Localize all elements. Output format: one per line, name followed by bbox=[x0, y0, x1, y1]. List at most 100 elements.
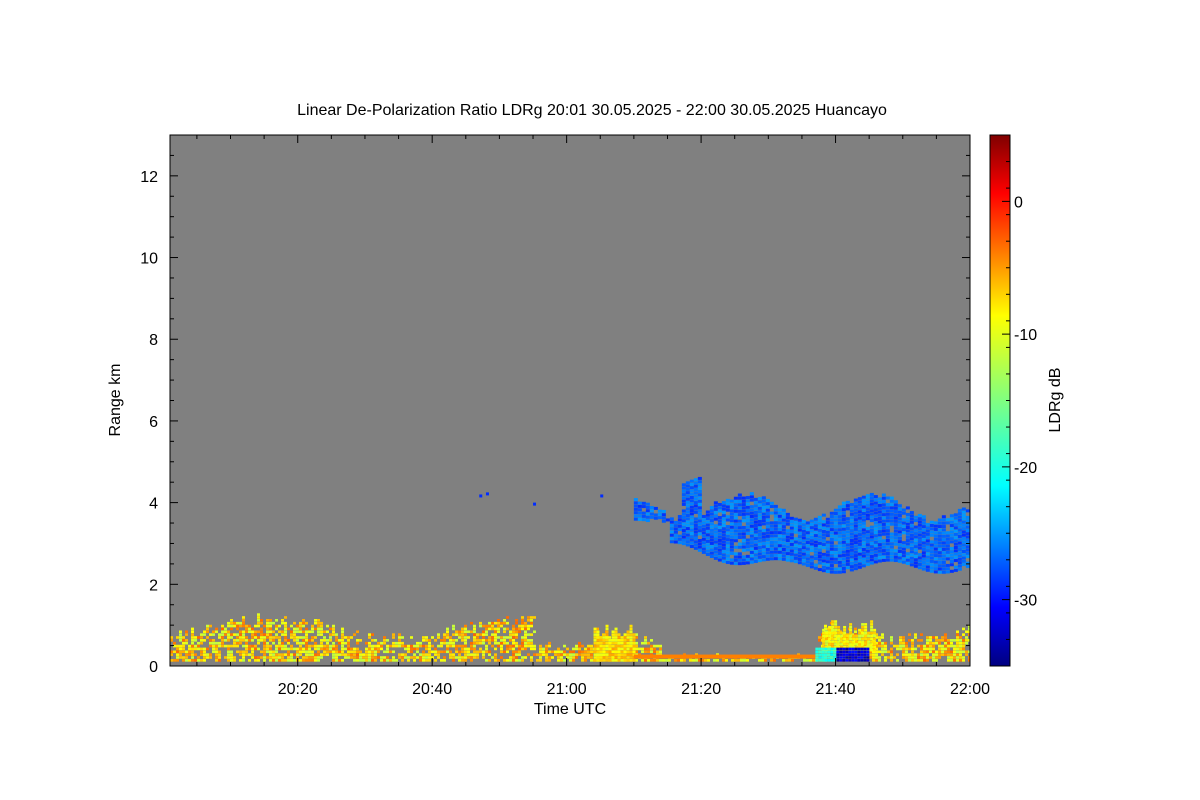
ldr-pixel bbox=[464, 659, 467, 662]
ldr-pixel bbox=[845, 520, 850, 524]
ldr-pixel bbox=[335, 650, 338, 654]
ldr-pixel bbox=[937, 564, 942, 568]
ldr-pixel bbox=[929, 540, 934, 544]
ldr-pixel bbox=[398, 656, 401, 659]
ldr-pixel bbox=[945, 550, 950, 554]
ldr-pixel bbox=[837, 531, 842, 535]
ldr-pixel bbox=[957, 551, 962, 555]
ldr-pixel bbox=[242, 653, 245, 656]
ldr-pixel bbox=[899, 647, 902, 651]
ldr-pixel bbox=[962, 659, 965, 662]
ldr-pixel bbox=[221, 639, 224, 642]
ldr-pixel bbox=[842, 656, 846, 659]
ldr-pixel bbox=[383, 656, 386, 659]
ldr-pixel bbox=[773, 537, 778, 541]
ldr-pixel bbox=[308, 653, 311, 656]
ldr-pixel bbox=[897, 540, 902, 544]
ldr-pixel bbox=[897, 533, 902, 537]
ldr-pixel bbox=[721, 546, 726, 550]
ldr-pixel bbox=[842, 650, 846, 654]
ldr-pixel bbox=[721, 530, 726, 534]
ldr-pixel bbox=[239, 630, 242, 634]
ldr-pixel bbox=[176, 653, 179, 656]
ldr-pixel bbox=[818, 650, 822, 654]
ldr-pixel bbox=[278, 624, 281, 628]
ldr-pixel bbox=[395, 644, 398, 648]
ldr-pixel bbox=[524, 641, 527, 645]
ldr-pixel bbox=[821, 559, 826, 563]
surface-line bbox=[633, 654, 823, 659]
ldr-pixel bbox=[749, 521, 754, 525]
ldr-pixel bbox=[685, 540, 690, 544]
ldr-pixel bbox=[278, 644, 281, 648]
ldr-pixel bbox=[669, 540, 674, 544]
ldr-pixel bbox=[873, 637, 877, 641]
ldr-pixel bbox=[761, 499, 766, 503]
ldr-pixel bbox=[632, 641, 636, 645]
ldr-pixel bbox=[500, 647, 503, 651]
ldr-pixel bbox=[185, 633, 188, 636]
ldr-pixel bbox=[824, 656, 828, 659]
ldr-pixel bbox=[446, 650, 449, 654]
ldr-pixel bbox=[875, 644, 878, 648]
ldr-pixel bbox=[889, 558, 894, 562]
ldr-pixel bbox=[227, 650, 230, 654]
ldr-pixel bbox=[626, 633, 630, 636]
ldr-pixel bbox=[681, 529, 686, 533]
ldr-pixel bbox=[941, 636, 944, 639]
ldr-pixel bbox=[809, 562, 814, 566]
ldr-pixel bbox=[709, 551, 714, 555]
ldr-pixel bbox=[491, 656, 494, 659]
ldr-pixel bbox=[500, 639, 503, 642]
ldr-pixel bbox=[506, 641, 509, 645]
ldr-pixel bbox=[849, 625, 853, 629]
ldr-pixel bbox=[965, 630, 968, 634]
ldr-pixel bbox=[347, 639, 350, 642]
ldr-pixel bbox=[317, 659, 320, 662]
x-tick-label: 20:20 bbox=[278, 681, 318, 698]
ldr-pixel bbox=[203, 659, 206, 662]
ldr-pixel bbox=[962, 650, 965, 654]
ldr-pixel bbox=[789, 549, 794, 553]
ldr-pixel bbox=[494, 647, 497, 651]
ldr-pixel bbox=[857, 659, 861, 662]
ldr-pixel bbox=[829, 544, 834, 548]
ldr-pixel bbox=[248, 624, 251, 628]
ldr-pixel bbox=[680, 659, 683, 662]
ldr-pixel bbox=[569, 650, 572, 654]
ldr-pixel bbox=[837, 524, 842, 528]
ldr-pixel bbox=[959, 641, 962, 645]
ldr-pixel bbox=[865, 504, 870, 508]
ldr-pixel bbox=[260, 621, 263, 625]
ldr-pixel bbox=[885, 496, 890, 500]
ldr-pixel bbox=[853, 527, 858, 531]
ldr-pixel bbox=[729, 499, 734, 503]
ldr-pixel bbox=[257, 624, 260, 628]
ldr-pixel bbox=[941, 547, 946, 551]
ldr-pixel bbox=[831, 643, 835, 646]
ldr-pixel bbox=[905, 542, 910, 546]
ldr-pixel bbox=[858, 645, 862, 649]
y-tick-label: 6 bbox=[149, 414, 158, 431]
ldr-pixel bbox=[464, 639, 467, 642]
ldr-pixel bbox=[896, 659, 899, 662]
ldr-pixel bbox=[697, 480, 702, 484]
ldr-pixel bbox=[470, 630, 473, 634]
ldr-pixel bbox=[897, 517, 902, 521]
ldr-pixel bbox=[584, 659, 587, 662]
ldr-pixel bbox=[842, 653, 846, 656]
ldr-pixel bbox=[617, 656, 621, 659]
ldr-pixel bbox=[371, 633, 374, 636]
ldr-pixel bbox=[901, 524, 906, 528]
ldr-pixel bbox=[458, 644, 461, 648]
ldr-pixel bbox=[825, 631, 829, 635]
ldr-pixel bbox=[801, 533, 806, 537]
ldr-pixel bbox=[932, 656, 935, 659]
ldr-pixel bbox=[872, 650, 875, 654]
ldr-pixel bbox=[914, 647, 917, 651]
ldr-pixel bbox=[828, 634, 832, 638]
ldr-pixel bbox=[817, 551, 822, 555]
ldr-pixel bbox=[212, 641, 215, 645]
ldr-pixel bbox=[482, 656, 485, 659]
ldr-pixel bbox=[917, 553, 922, 557]
